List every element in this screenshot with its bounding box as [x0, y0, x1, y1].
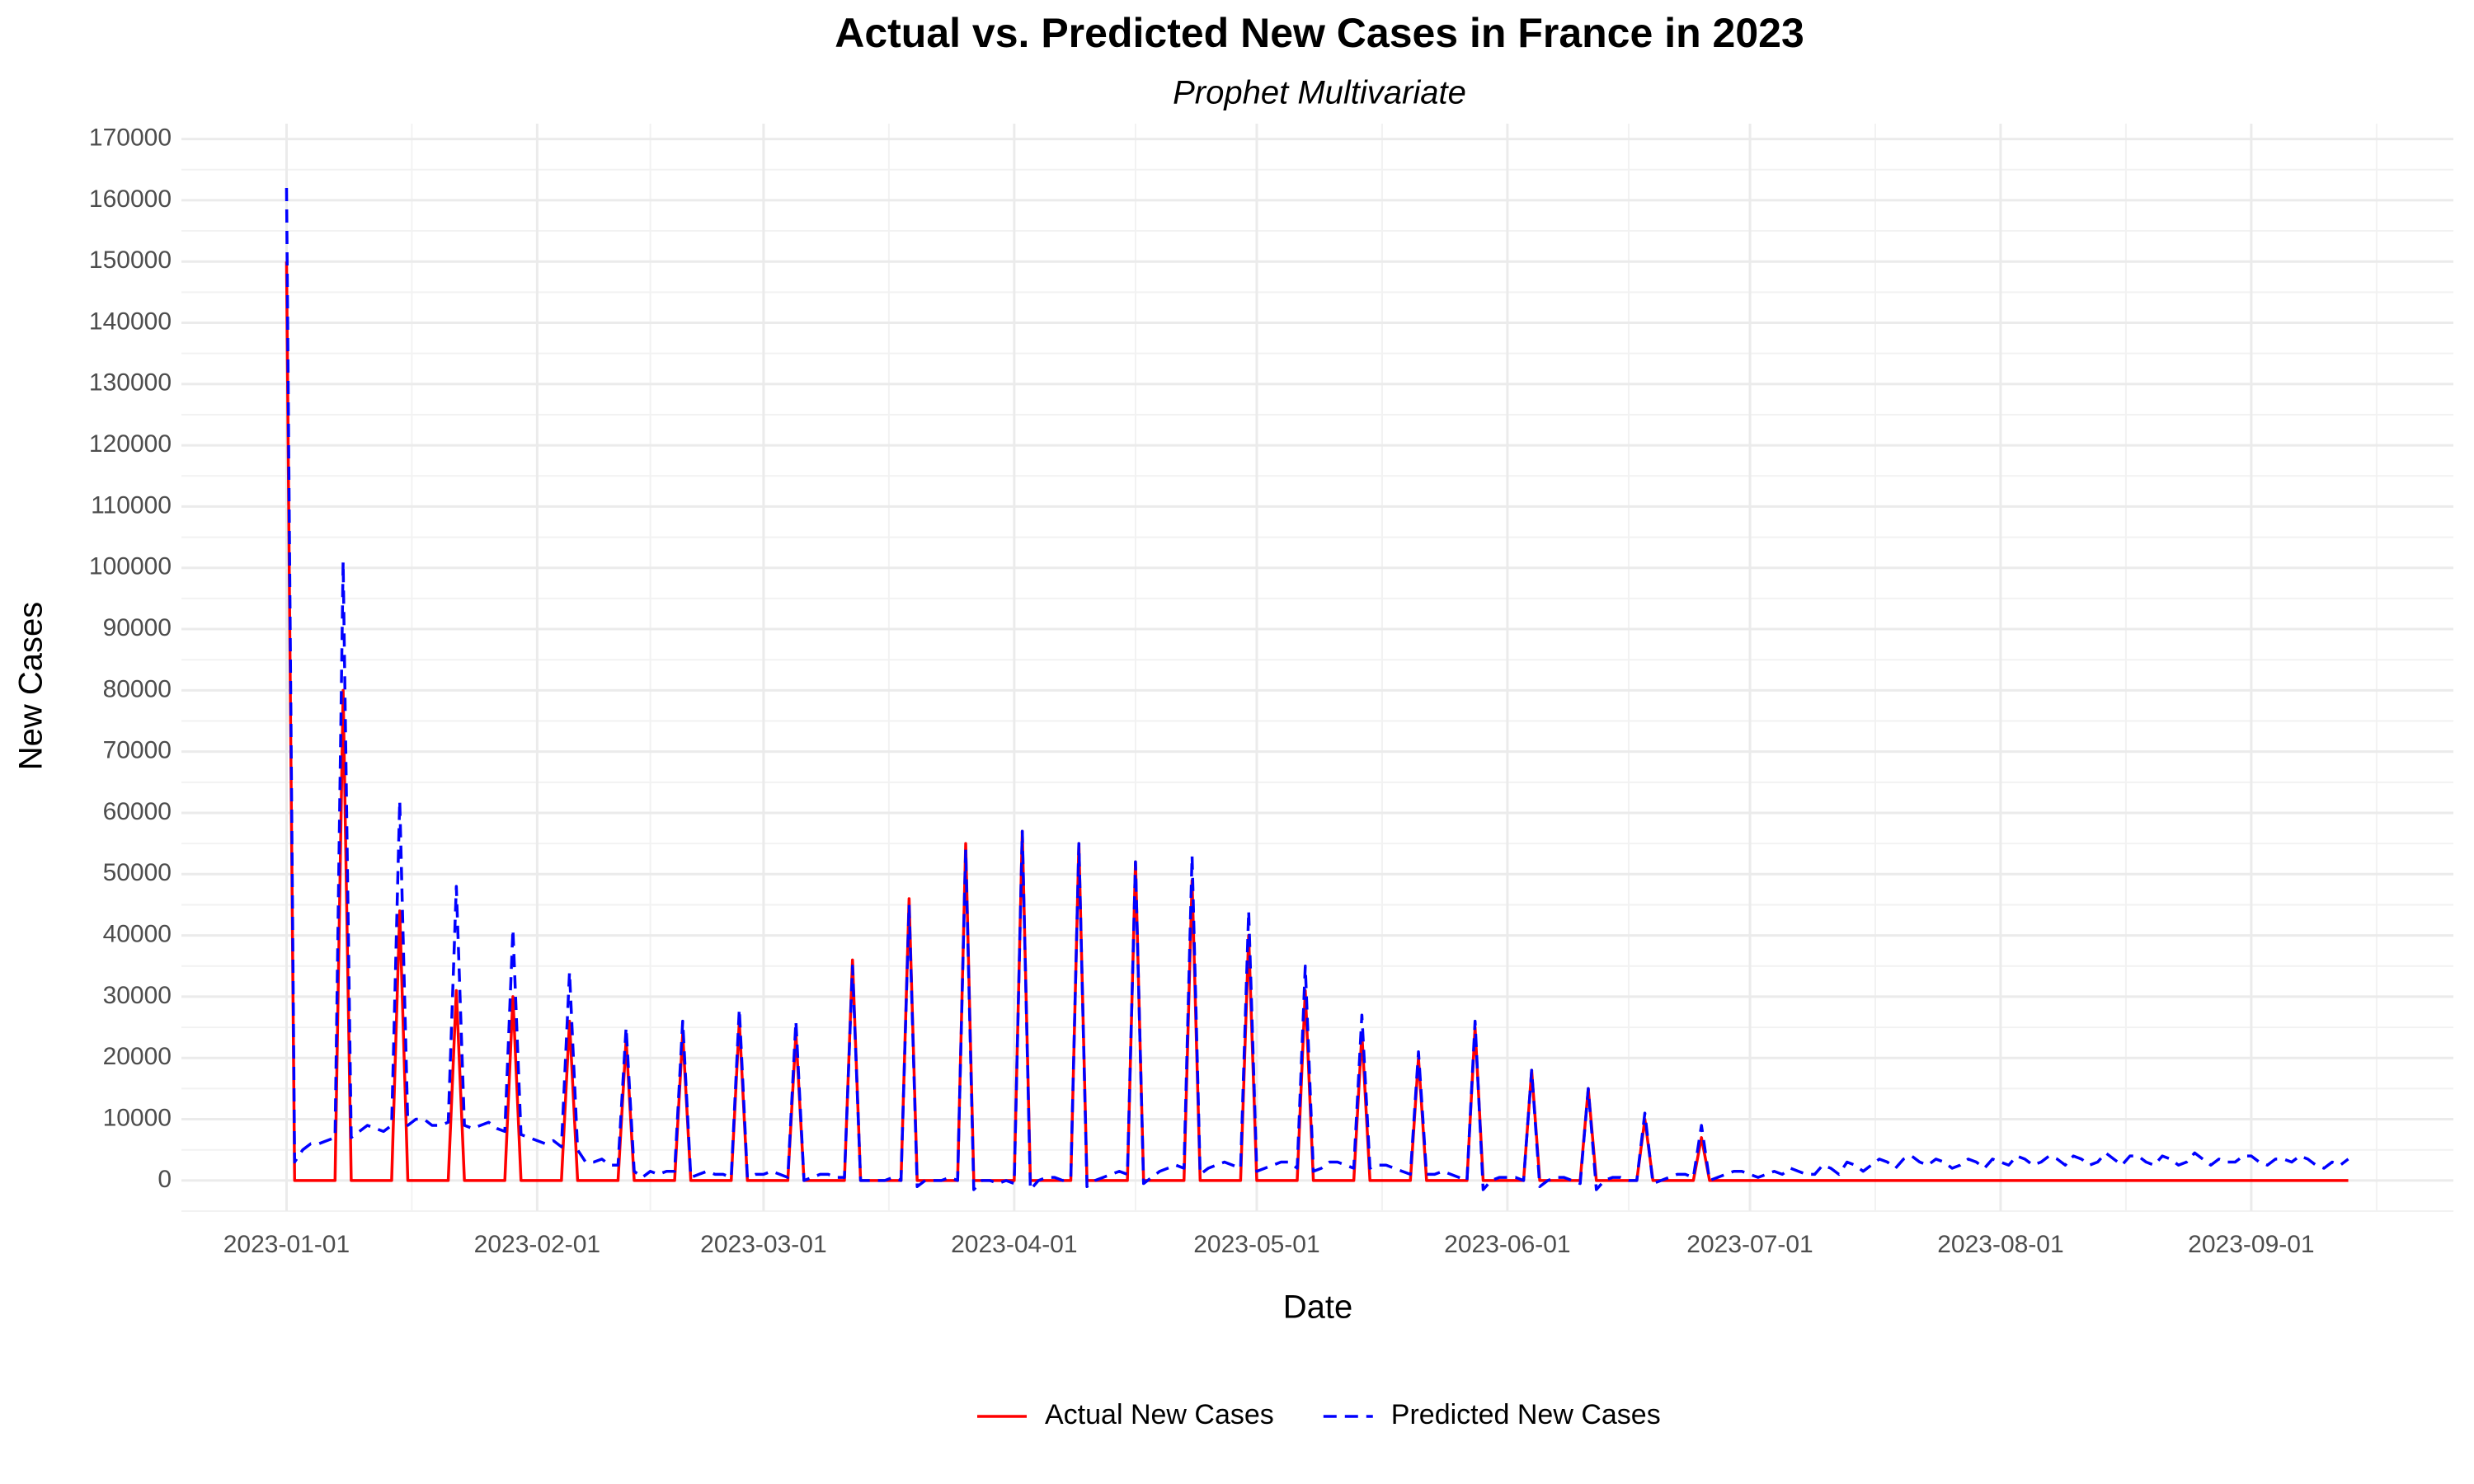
y-tick-label: 110000 — [91, 491, 172, 519]
x-axis-label: Date — [1283, 1289, 1353, 1326]
y-tick-label: 0 — [158, 1166, 172, 1193]
y-tick-label: 130000 — [89, 369, 172, 397]
x-tick-label: 2023-07-01 — [1686, 1231, 1813, 1258]
legend: Actual New Cases Predicted New Cases — [977, 1399, 1661, 1430]
y-tick-label: 20000 — [103, 1043, 172, 1070]
y-tick-label: 170000 — [89, 124, 172, 151]
grid: 0 10000 20000 30000 40000 50000 60000 70000 8000… — [89, 124, 2453, 1258]
y-tick-label: 100000 — [89, 553, 172, 580]
y-axis-label: New Cases — [13, 602, 49, 771]
y-tick-label: 160000 — [89, 186, 172, 213]
y-tick-label: 120000 — [89, 430, 172, 458]
y-tick-label: 50000 — [103, 859, 172, 886]
chart-subtitle: Prophet Multivariate — [1173, 75, 1466, 111]
y-tick-label: 70000 — [103, 737, 172, 764]
x-tick-label: 2023-01-01 — [223, 1231, 350, 1258]
legend-label: Actual New Cases — [1045, 1399, 1274, 1430]
x-tick-label: 2023-06-01 — [1444, 1231, 1570, 1258]
y-tick-label: 80000 — [103, 675, 172, 702]
y-tick-label: 90000 — [103, 614, 172, 641]
plot-area — [285, 188, 2349, 1191]
x-tick-label: 2023-02-01 — [474, 1231, 600, 1258]
y-tick-label: 60000 — [103, 798, 172, 825]
legend-label: Predicted New Cases — [1391, 1399, 1661, 1430]
y-tick-label: 40000 — [103, 921, 172, 948]
x-tick-label: 2023-08-01 — [1937, 1231, 2063, 1258]
x-tick-label: 2023-03-01 — [700, 1231, 826, 1258]
x-tick-label: 2023-04-01 — [951, 1231, 1077, 1258]
x-tick-label: 2023-05-01 — [1193, 1231, 1319, 1258]
y-tick-label: 10000 — [103, 1104, 172, 1131]
x-tick-label: 2023-09-01 — [2188, 1231, 2314, 1258]
y-tick-label: 140000 — [89, 308, 172, 335]
series-line — [285, 188, 2349, 1191]
y-tick-label: 30000 — [103, 982, 172, 1009]
y-tick-label: 150000 — [89, 247, 172, 274]
chart-title: Actual vs. Predicted New Cases in France… — [835, 10, 1804, 56]
